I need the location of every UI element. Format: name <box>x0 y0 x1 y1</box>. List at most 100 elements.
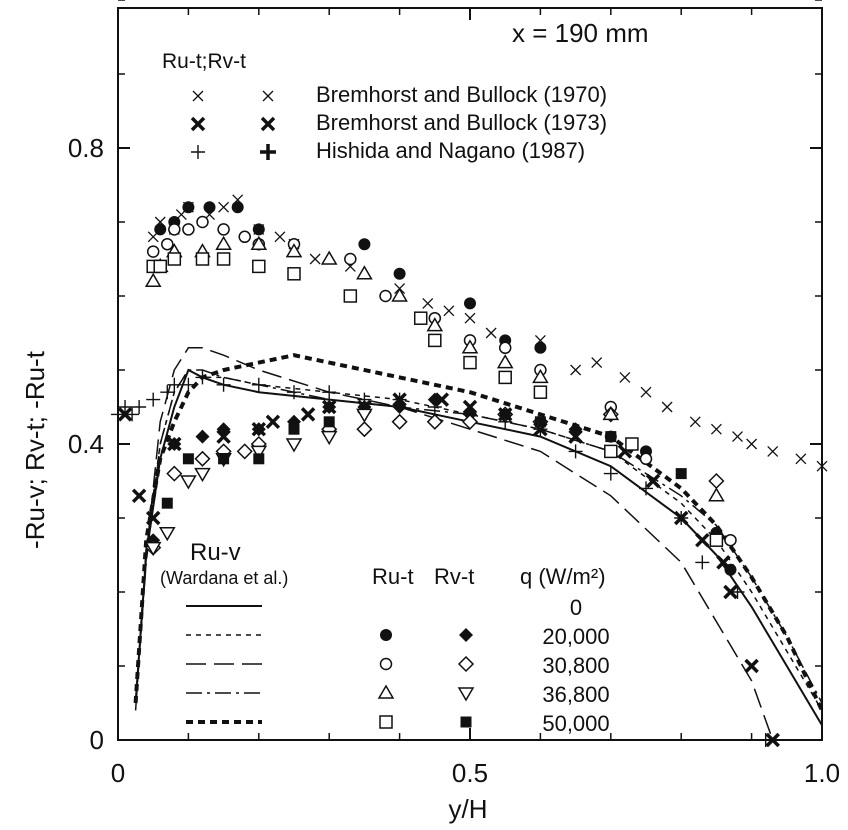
data-point-filled-circle <box>534 341 547 354</box>
data-point-x <box>795 453 807 465</box>
data-point-open-diamond <box>461 413 479 430</box>
data-point-filled-diamond <box>167 437 182 451</box>
data-point-filled-diamond <box>427 392 442 407</box>
data-point-open-diamond <box>426 413 443 430</box>
legend-top: Ru-t;Rv-t Bremhorst and Bullock (1970) Bre… <box>162 50 607 163</box>
data-point-open-square <box>167 252 182 266</box>
data-point-x <box>218 201 230 213</box>
data-point-x <box>570 364 582 376</box>
ru-v-curve-thick-dash <box>133 353 824 712</box>
legend-q-value: 50,000 <box>542 711 609 736</box>
data-point-open-circle <box>146 245 160 258</box>
data-point-open-square <box>625 437 639 451</box>
data-point-x <box>274 231 286 243</box>
data-point-filled-diamond <box>392 400 407 414</box>
data-point-X <box>145 510 161 526</box>
data-point-x <box>816 460 828 472</box>
data-point-open-triangle-up <box>285 243 303 258</box>
data-point-X <box>265 414 281 430</box>
legend-col-rut: Ru-t <box>372 564 414 589</box>
legend-marker-rut <box>191 145 205 159</box>
legend-marker-filled-square <box>460 716 472 728</box>
x-tick-label: 0 <box>111 758 125 788</box>
legend-marker-open-diamond <box>457 655 475 673</box>
data-point-x <box>661 401 673 413</box>
legend-bottom: Ru-v(Wardana et al.) Ru-t Rv-t q (W/m²) 0 20,… <box>160 539 610 736</box>
data-point-open-triangle-up <box>426 317 444 332</box>
data-point-x <box>746 438 758 450</box>
data-point-X <box>462 399 478 415</box>
data-point-X <box>117 407 133 422</box>
legend-marker-open-triangle-down <box>457 687 475 702</box>
data-point-open-diamond <box>236 443 253 460</box>
data-point-open-circle <box>344 252 357 266</box>
data-point-filled-square <box>675 468 687 480</box>
x-tick-label: 0.5 <box>452 758 488 788</box>
data-point-X <box>300 407 316 422</box>
data-point-filled-square <box>534 416 546 428</box>
data-point-filled-square <box>253 453 265 465</box>
data-point-+ <box>118 400 133 414</box>
data-point-+ <box>160 385 175 400</box>
legend-marker-rut <box>190 116 206 132</box>
y-axis-label: -Ru-v; Rv-t; -Ru-t <box>20 350 50 549</box>
data-point-filled-circle <box>154 223 167 236</box>
legend-col-rvt: Rv-t <box>434 564 474 589</box>
legend-q-value: 30,800 <box>542 653 609 678</box>
data-point-+ <box>603 466 618 481</box>
data-point-filled-square <box>288 423 300 435</box>
data-point-filled-diamond <box>251 422 266 437</box>
data-point-x <box>689 416 701 428</box>
data-point-filled-diamond <box>195 429 210 444</box>
data-point-filled-circle <box>231 201 244 214</box>
data-point-open-triangle-down <box>320 430 338 446</box>
legend-col-q: q (W/m²) <box>520 564 606 589</box>
data-point-open-triangle-up <box>144 272 162 287</box>
data-point-open-triangle-up <box>496 354 514 369</box>
data-point-filled-circle <box>203 201 216 214</box>
data-point-open-circle <box>182 223 195 236</box>
data-point-open-diamond <box>194 450 211 467</box>
y-tick-label: 0.4 <box>68 429 104 459</box>
data-point-open-circle <box>724 533 737 547</box>
data-point-x <box>591 357 603 369</box>
data-point-open-square <box>195 252 210 266</box>
data-point-open-triangle-down <box>180 475 197 490</box>
data-point-+ <box>146 392 161 407</box>
data-point-+ <box>674 511 689 525</box>
data-point-filled-square <box>605 431 617 443</box>
data-point-x <box>767 445 779 457</box>
data-point-+ <box>181 377 196 392</box>
data-point-filled-circle <box>252 223 265 236</box>
legend-col-ruv: Ru-v <box>190 539 241 566</box>
data-point-filled-circle <box>464 297 476 310</box>
data-point-filled-diamond <box>216 422 231 437</box>
ru-v-curve-short-dash <box>134 369 823 711</box>
data-point-x <box>443 305 455 317</box>
legend-q-value: 0 <box>570 595 582 620</box>
data-point-open-triangle-down <box>356 408 373 423</box>
data-point-X <box>216 429 231 444</box>
data-point-filled-circle <box>724 563 737 576</box>
legend-marker-rvt <box>262 90 274 102</box>
chart-title: x = 190 mm <box>512 18 649 48</box>
data-point-open-square <box>604 444 618 459</box>
data-point-open-circle <box>498 341 512 355</box>
legend-marker-rut <box>192 90 204 102</box>
data-point-filled-circle <box>358 238 371 251</box>
data-point-open-triangle-down <box>250 445 268 460</box>
data-point-+ <box>251 377 266 392</box>
legend-marker-filled-circle <box>380 629 392 641</box>
data-point-open-triangle-up <box>215 235 232 250</box>
data-point-open-square <box>252 259 266 274</box>
data-point-X <box>723 584 738 600</box>
data-point-open-triangle-up <box>250 235 268 250</box>
legend-series-label: Bremhorst and Bullock (1973) <box>316 110 607 135</box>
data-point-+ <box>195 370 210 385</box>
data-point-open-triangle-up <box>532 368 549 384</box>
data-point-open-triangle-up <box>708 487 725 502</box>
data-point-open-circle <box>639 452 653 466</box>
data-point-x <box>464 312 476 324</box>
legend-series-label: Bremhorst and Bullock (1970) <box>316 82 607 107</box>
data-point-+ <box>639 481 653 496</box>
